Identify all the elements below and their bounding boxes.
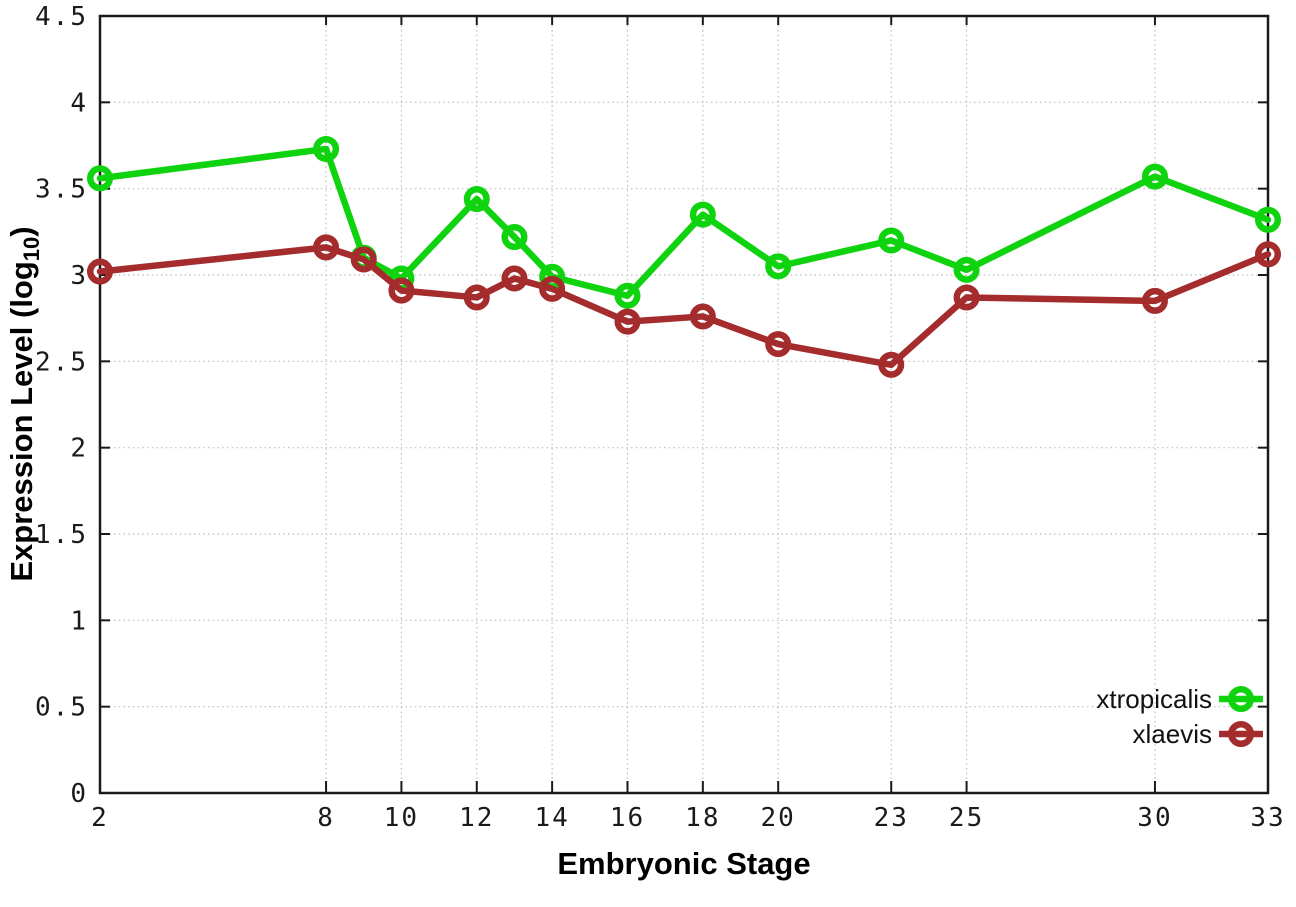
y-axis-title: Expression Level (log10) <box>4 226 44 581</box>
point-xlaevis-stage-2 <box>87 258 113 285</box>
x-tick-label-30: 30 <box>1137 803 1172 833</box>
legend-label-xtropicalis: xtropicalis <box>1096 684 1212 714</box>
x-tick-label-2: 2 <box>91 803 109 833</box>
x-tick-label-10: 10 <box>384 803 419 833</box>
point-xlaevis-stage-23 <box>878 351 905 378</box>
point-xtropicalis-stage-20 <box>765 253 792 280</box>
x-tick-label-12: 12 <box>459 803 494 833</box>
y-tick-label-3.5: 3.5 <box>35 175 88 205</box>
legend: xtropicalis xlaevis <box>1096 684 1263 749</box>
legend-sample-marker-xtropicalis <box>1228 686 1254 712</box>
x-tick-label-25: 25 <box>949 803 984 833</box>
point-xlaevis-stage-10 <box>388 277 415 304</box>
y-axis-title-subscript: 10 <box>19 237 44 261</box>
y-tick-label-3: 3 <box>70 261 88 291</box>
gridlines <box>100 16 1268 793</box>
point-xlaevis-stage-30 <box>1141 287 1168 314</box>
y-tick-label-4.5: 4.5 <box>35 2 88 32</box>
point-xlaevis-stage-14 <box>539 275 566 302</box>
point-xtropicalis-stage-2 <box>87 165 113 192</box>
series-line-xtropicalis <box>96 145 1272 299</box>
point-xtropicalis-stage-12 <box>463 186 490 213</box>
point-xtropicalis-stage-18 <box>689 201 716 228</box>
y-tick-label-0: 0 <box>70 779 88 809</box>
point-xtropicalis-stage-33 <box>1255 206 1281 233</box>
point-xlaevis-stage-9 <box>350 246 377 273</box>
data-series <box>87 135 1281 378</box>
point-xtropicalis-stage-25 <box>953 256 980 283</box>
point-xlaevis-stage-13 <box>501 265 528 292</box>
point-xtropicalis-stage-16 <box>614 282 641 309</box>
y-tick-label-1: 1 <box>70 606 88 636</box>
y-tick-label-0.5: 0.5 <box>35 693 88 723</box>
x-tick-label-20: 20 <box>761 803 796 833</box>
x-tick-label-23: 23 <box>874 803 909 833</box>
point-xlaevis-stage-33 <box>1255 241 1281 268</box>
x-tick-label-18: 18 <box>685 803 720 833</box>
series-line-xlaevis <box>96 244 1272 369</box>
point-xtropicalis-stage-8 <box>313 135 340 162</box>
y-tick-label-1.5: 1.5 <box>35 520 88 550</box>
legend-sample-marker-xlaevis <box>1228 721 1254 747</box>
y-tick-label-4: 4 <box>70 88 88 118</box>
axes <box>98 14 1270 795</box>
point-xtropicalis-stage-23 <box>878 227 905 254</box>
point-xlaevis-stage-20 <box>765 331 792 358</box>
point-xlaevis-stage-25 <box>953 284 980 311</box>
tick-labels: 2 8 10 12 14 16 18 20 23 25 30 33 0 0.5 1 1.5 2 2.5 3 3.5 4 4… <box>35 2 1285 833</box>
x-tick-label-16: 16 <box>610 803 645 833</box>
plot-border <box>98 14 1270 795</box>
x-tick-label-14: 14 <box>534 803 569 833</box>
legend-label-xlaevis: xlaevis <box>1133 719 1212 749</box>
point-xlaevis-stage-8 <box>313 234 340 261</box>
y-tick-label-2.5: 2.5 <box>35 347 88 377</box>
point-xlaevis-stage-16 <box>614 308 641 335</box>
point-xtropicalis-stage-30 <box>1141 163 1168 190</box>
y-axis-title-main: Expression Level (log <box>4 261 39 581</box>
y-axis-title-close: ) <box>4 226 39 236</box>
x-axis-title: Embryonic Stage <box>557 846 810 881</box>
x-tick-label-33: 33 <box>1250 803 1285 833</box>
point-xlaevis-stage-18 <box>689 303 716 330</box>
point-xlaevis-stage-12 <box>463 284 490 311</box>
point-xtropicalis-stage-13 <box>501 224 528 251</box>
x-tick-label-8: 8 <box>317 803 335 833</box>
y-tick-label-2: 2 <box>70 434 88 464</box>
